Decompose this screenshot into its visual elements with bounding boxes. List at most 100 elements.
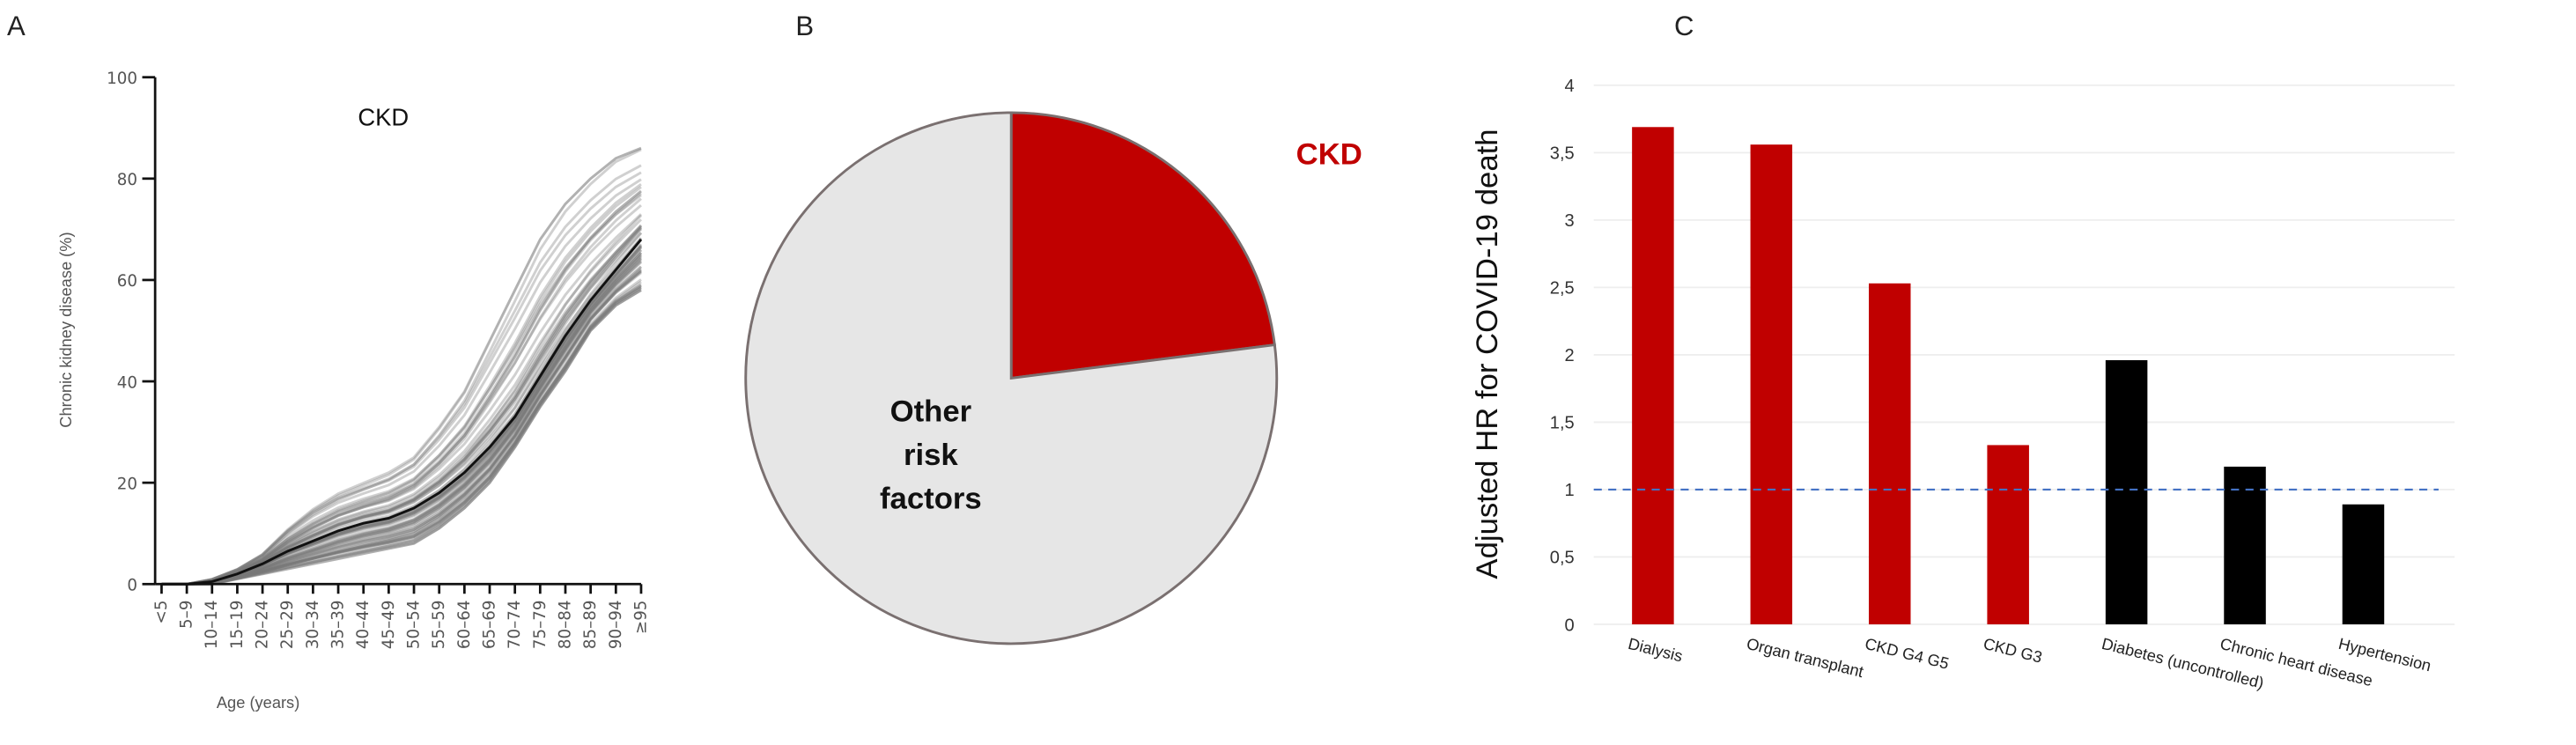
y-tick-label: 0 [127, 577, 137, 595]
x-tick-label: ≥95 [631, 601, 650, 635]
x-tick-label: 10–14 [203, 601, 221, 650]
simulation-line [161, 269, 642, 586]
y-tick-label: 2,5 [1550, 279, 1575, 299]
x-tick-label: CKD G3 [1982, 634, 2044, 667]
y-tick-label: 3 [1565, 211, 1575, 231]
bar [1632, 127, 1674, 624]
x-tick-label: 35–39 [329, 601, 348, 650]
simulation-line [161, 266, 642, 586]
simulation-line [161, 178, 642, 586]
x-tick-label: 90–94 [607, 601, 625, 650]
simulation-line [161, 269, 642, 586]
simulation-line [161, 260, 642, 586]
panel-label-a: A [7, 11, 26, 41]
x-tick-label: 45–49 [380, 601, 398, 650]
panel-label-b: B [795, 11, 814, 41]
simulation-line [161, 164, 642, 586]
simulation-line [161, 289, 642, 586]
x-tick-label: 60–64 [455, 601, 474, 650]
x-tick-label: 85–89 [581, 601, 600, 650]
x-tick-label: 50–54 [405, 601, 424, 650]
pie-label-other: Other risk factors [880, 395, 982, 516]
bar [2105, 360, 2148, 624]
mean-line [161, 238, 643, 586]
x-tick-label: 5–9 [178, 601, 196, 629]
simulation-line [161, 285, 642, 586]
y-tick-label: 1,5 [1550, 414, 1575, 433]
x-tick-label: 25–29 [278, 601, 297, 650]
simulation-line [161, 204, 642, 586]
x-tick-label: 80–84 [556, 601, 574, 650]
x-tick-label: CKD G4 G5 [1864, 634, 1952, 673]
simulation-line [161, 284, 642, 586]
panel-a-y-axis-label: Chronic kidney disease (%) [56, 232, 75, 427]
y-tick-label: 0 [1565, 616, 1575, 635]
simulation-line [161, 257, 642, 586]
y-tick-label: 4 [1565, 77, 1575, 96]
simulation-line [161, 197, 642, 586]
x-tick-label: 70–74 [506, 601, 524, 650]
simulation-line [161, 271, 642, 586]
pie-label-line: risk [904, 439, 958, 472]
y-tick-label: 0,5 [1550, 549, 1575, 568]
x-tick-label: 30–34 [304, 601, 322, 650]
simulation-line [161, 268, 642, 586]
simulation-line [161, 280, 642, 586]
x-tick-label: Organ transplant [1745, 634, 1865, 681]
panel-c-bar-chart: Adjusted HR for COVID-19 death 0 0,5 1 1,5 2… [1471, 77, 2455, 692]
pie-label-ckd: CKD [1296, 137, 1362, 171]
simulation-line [161, 283, 642, 586]
y-tick-label: 2 [1565, 346, 1575, 365]
simulation-line [161, 146, 642, 586]
simulation-line [161, 254, 643, 586]
simulation-line [161, 183, 642, 586]
pie-label-line: factors [880, 482, 982, 515]
pie-slice-other [744, 111, 1279, 645]
y-tick-label: 100 [107, 70, 137, 88]
simulation-line [161, 278, 642, 586]
pie-slice-ckd [1009, 111, 1276, 380]
simulation-line [161, 256, 642, 586]
bar [1868, 283, 1911, 624]
simulation-line [161, 286, 642, 586]
y-tick-label: 20 [117, 475, 137, 493]
simulation-line [161, 213, 642, 586]
x-tick-label: 40–44 [354, 601, 373, 650]
x-tick-label: 15–19 [228, 601, 247, 650]
bar [1750, 144, 1793, 624]
panel-a-line-chart: CKD Chronic kidney disease (%) Age (year… [56, 70, 650, 712]
x-tick-label: <5 [152, 601, 171, 624]
y-tick-label: 1 [1565, 481, 1575, 500]
panel-label-c: C [1674, 11, 1694, 41]
simulation-line [161, 148, 642, 586]
simulation-line [161, 186, 642, 586]
simulation-line [161, 257, 642, 586]
y-tick-label: 3,5 [1550, 144, 1575, 164]
simulation-line [161, 190, 642, 586]
panel-a-x-axis-label: Age (years) [217, 693, 299, 712]
simulation-line [161, 252, 643, 586]
simulation-line [161, 265, 642, 586]
simulation-line [161, 225, 643, 586]
x-tick-label: 20–24 [254, 601, 272, 650]
panel-c-y-axis-label: Adjusted HR for COVID-19 death [1471, 129, 1504, 579]
x-tick-label: 55–59 [430, 601, 448, 650]
bar [1987, 445, 2029, 624]
simulation-line [161, 194, 642, 586]
simulation-line [161, 189, 642, 586]
y-tick-label: 60 [117, 272, 137, 291]
pie-label-line: Other [890, 395, 972, 429]
x-tick-label: 75–79 [531, 601, 550, 650]
simulation-line [161, 218, 642, 586]
simulation-line [161, 254, 643, 586]
simulation-line [161, 146, 642, 586]
panel-b-pie-chart: CKD Other risk factors [744, 111, 1362, 645]
simulation-line [161, 284, 642, 586]
simulation-line [161, 171, 642, 586]
simulation-line [161, 232, 643, 586]
panel-a-title: CKD [358, 104, 409, 131]
simulation-line [161, 248, 643, 586]
simulation-line [161, 289, 642, 586]
simulation-line [161, 286, 642, 586]
